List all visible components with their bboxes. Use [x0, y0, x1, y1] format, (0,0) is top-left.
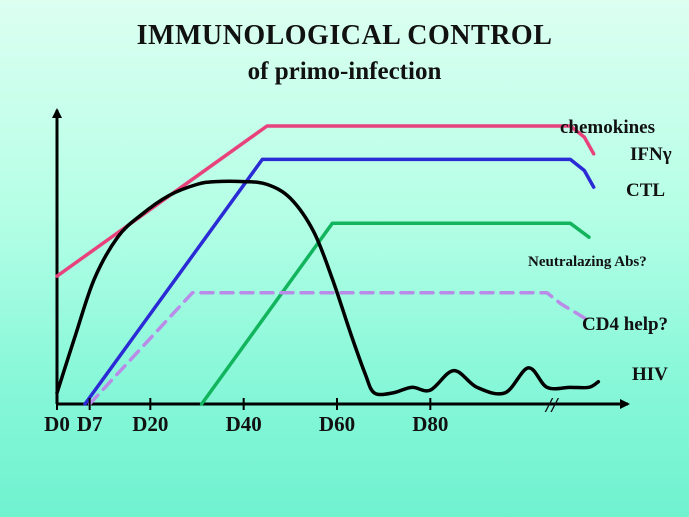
x-tick-label: D60 — [319, 412, 355, 436]
series-line-neutralazing-abs — [199, 221, 591, 406]
series-label-cd4-help: CD4 help? — [582, 314, 668, 335]
series-line-chemokines — [55, 124, 596, 278]
series-line-ifn — [83, 157, 596, 406]
series-line-cd4-help — [87, 291, 587, 406]
x-tick-label: D20 — [132, 412, 168, 436]
slide-subtitle: of primo-infection — [247, 58, 442, 85]
slide-title: IMMUNOLOGICAL CONTROL — [136, 20, 553, 51]
series-line-hiv — [55, 179, 601, 397]
series-label-neutralazing-abs: Neutralazing Abs? — [528, 254, 647, 270]
axes — [52, 108, 630, 409]
series-layer — [55, 124, 601, 406]
ticks-layer: D0 D7 D20 D40 D60 D80 // — [44, 393, 560, 436]
labels-layer: chemokines IFNγ CTL Neutralazing Abs? CD4 he… — [528, 117, 672, 385]
x-tick-label: D40 — [226, 412, 262, 436]
axis-break-mark: // — [544, 393, 560, 417]
series-label-hiv: HIV — [632, 364, 668, 385]
x-tick-label: D7 — [77, 412, 103, 436]
series-label-ctl: CTL — [626, 180, 665, 201]
series-label-chemokines: chemokines — [560, 117, 655, 138]
x-tick-label: D0 — [44, 412, 70, 436]
series-label-ifn: IFNγ — [630, 144, 672, 165]
x-tick-label: D80 — [412, 412, 448, 436]
